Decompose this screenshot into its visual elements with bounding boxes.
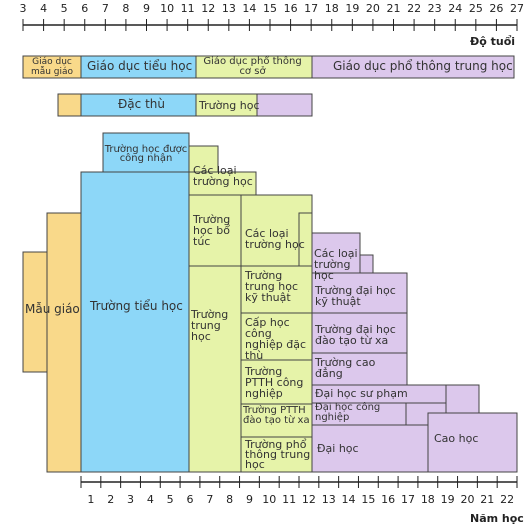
general-high-school-label: Trường phổ thông trung học — [245, 438, 311, 471]
bottom-axis-tick-label: 18 — [420, 493, 435, 506]
graduate-block — [427, 412, 518, 473]
university-label: Đại học — [317, 442, 359, 455]
graduate-label: Cao học — [434, 432, 479, 445]
bottom-axis-tick-label: 5 — [166, 493, 174, 506]
top-axis-tick-label: 17 — [304, 2, 319, 15]
top-axis-tick-label: 13 — [221, 2, 236, 15]
bottom-axis-tick-label: 19 — [440, 493, 455, 506]
top-axis-tick-label: 18 — [324, 2, 339, 15]
technical-school-label: Trường trung học kỹ thuật — [245, 269, 299, 304]
purple-step-3 — [445, 384, 480, 414]
top-axis-tick-label: 3 — [19, 2, 27, 15]
various-schools-3-label: Các loại trường học — [314, 247, 358, 282]
distance-high-school-label: Trường PTTH đào tạo từ xa — [243, 405, 310, 426]
special-yellow-bar — [57, 93, 82, 117]
bottom-axis-tick-label: 1 — [87, 493, 95, 506]
industrial-university-label: Đại học công nghiệp — [315, 402, 381, 423]
bottom-axis-title: Năm học — [470, 512, 524, 525]
distance-hs-block — [240, 403, 313, 438]
top-axis-tick-label: 10 — [160, 2, 175, 15]
special-purple-bar — [256, 93, 313, 117]
top-axis-tick-label: 8 — [122, 2, 130, 15]
top-axis-tick-label: 26 — [489, 2, 504, 15]
bottom-axis-tick-label: 21 — [480, 493, 495, 506]
bottom-axis-tick-label: 4 — [146, 493, 154, 506]
special-school-label: Trường học — [199, 99, 260, 112]
bottom-axis-ticks — [80, 476, 518, 488]
stage-lower-secondary-label: Giáo dục phổ thông cơ sở — [203, 56, 302, 77]
top-axis-title: Độ tuổi — [470, 35, 516, 48]
top-axis-tick-label: 9 — [143, 2, 150, 15]
top-axis-tick-label: 21 — [386, 2, 401, 15]
purple-step-1 — [359, 254, 374, 274]
top-axis-tick-label: 11 — [180, 2, 195, 15]
industrial-high-school-label: Trường PTTH công nghiệp — [245, 365, 304, 400]
kindergarten-block — [22, 251, 48, 373]
specialized-vocational-label: Cấp học công nghiệp đặc thù — [245, 316, 306, 362]
top-axis-tick-label: 27 — [510, 2, 524, 15]
bottom-axis-tick-label: 20 — [460, 493, 475, 506]
top-axis-ticks — [22, 19, 518, 31]
top-axis-tick-label: 20 — [365, 2, 380, 15]
top-axis-tick-label: 7 — [101, 2, 109, 15]
university-block — [311, 424, 429, 473]
recognized-school-block — [102, 132, 190, 173]
top-axis-tick-label: 5 — [60, 2, 68, 15]
supplementary-school-label: Trường học bổ túc — [193, 213, 231, 248]
bottom-axis-tick-label: 12 — [301, 493, 316, 506]
recognized-school-label: Trường học được công nhận — [104, 144, 188, 164]
bottom-axis-tick-label: 11 — [282, 493, 297, 506]
distance-univ-block — [311, 312, 408, 354]
bottom-axis-tick-label: 9 — [245, 493, 253, 506]
stage-primary-label: Giáo dục tiểu học — [87, 59, 193, 73]
kindergarten-label: Mẫu giáo — [25, 302, 80, 316]
bottom-axis-tick-label: 22 — [500, 493, 515, 506]
bottom-axis-tick-label: 17 — [401, 493, 415, 506]
middle-school-label: Trường trung học — [191, 308, 229, 343]
technical-university-label: Trường đại học kỹ thuật — [315, 284, 396, 308]
pedagogy-university-label: Đại học sư phạm — [315, 387, 408, 400]
top-axis-tick-label: 25 — [468, 2, 483, 15]
top-axis-tick-label: 15 — [263, 2, 277, 15]
top-axis-tick-label: 24 — [448, 2, 463, 15]
bottom-axis-tick-label: 2 — [107, 493, 115, 506]
stage-kindergarten-label: Giáo dục mẫu giáo — [30, 57, 74, 77]
bottom-axis-tick-label: 16 — [381, 493, 396, 506]
kindergarten-main-block — [46, 212, 82, 473]
bottom-axis-tick-label: 10 — [262, 493, 277, 506]
technical-school-block — [240, 265, 313, 314]
primary-school-label: Trường tiểu học — [90, 299, 183, 313]
top-axis-tick-label: 14 — [242, 2, 257, 15]
bottom-axis-tick-label: 13 — [321, 493, 336, 506]
bottom-axis-tick-label: 14 — [341, 493, 356, 506]
bottom-axis-tick-label: 8 — [226, 493, 234, 506]
top-axis-tick-label: 12 — [201, 2, 216, 15]
stage-upper-secondary-bar — [311, 55, 515, 79]
bottom-axis-tick-label: 6 — [186, 493, 194, 506]
top-axis-tick-label: 16 — [283, 2, 298, 15]
distance-university-label: Trường đại học đào tạo từ xa — [315, 323, 396, 347]
top-axis-tick-label: 22 — [407, 2, 422, 15]
special-label: Đặc thù — [118, 97, 165, 111]
various-schools-2-label: Các loại trường học — [245, 227, 305, 251]
various-schools-1-label: Các loại trường học — [193, 164, 253, 188]
top-axis-tick-label: 4 — [40, 2, 48, 15]
industrial-hs-block — [240, 359, 313, 405]
college-block — [311, 352, 408, 386]
college-label: Trường cao đẳng — [315, 356, 376, 380]
top-axis-tick-label: 19 — [345, 2, 360, 15]
primary-school-block — [80, 171, 190, 473]
bottom-axis-tick-label: 7 — [206, 493, 214, 506]
bottom-axis-tick-label: 15 — [361, 493, 376, 506]
top-axis-tick-label: 6 — [81, 2, 89, 15]
middle-school-block — [188, 265, 242, 473]
stage-upper-secondary-label: Giáo dục phổ thông trung học — [333, 59, 513, 73]
bottom-axis-tick-label: 3 — [127, 493, 135, 506]
top-axis-tick-label: 23 — [427, 2, 442, 15]
